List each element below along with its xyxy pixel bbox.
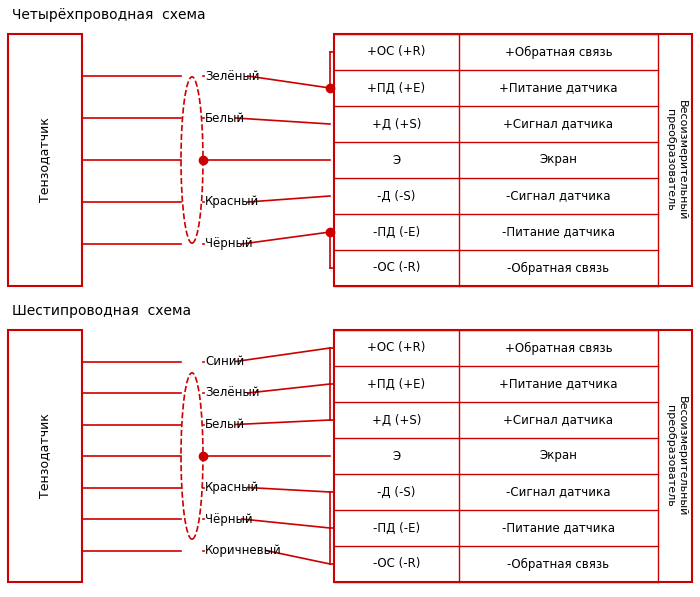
Text: +Обратная связь: +Обратная связь bbox=[505, 45, 612, 59]
Text: Красный: Красный bbox=[205, 195, 259, 208]
Text: -Д (-S): -Д (-S) bbox=[377, 485, 416, 498]
Text: +ПД (+E): +ПД (+E) bbox=[368, 377, 426, 390]
Text: +ОС (+R): +ОС (+R) bbox=[368, 341, 426, 355]
Text: +Питание датчика: +Питание датчика bbox=[499, 82, 617, 94]
Text: Шестипроводная  схема: Шестипроводная схема bbox=[12, 304, 191, 318]
Text: -Обратная связь: -Обратная связь bbox=[508, 558, 610, 571]
Text: -Сигнал датчика: -Сигнал датчика bbox=[506, 485, 610, 498]
Text: Чёрный: Чёрный bbox=[205, 238, 253, 251]
Text: Весоизмерительный
преобразователь: Весоизмерительный преобразователь bbox=[665, 100, 687, 220]
Text: Тензодатчик: Тензодатчик bbox=[38, 118, 52, 202]
Text: Экран: Экран bbox=[540, 450, 578, 463]
Text: Э: Э bbox=[392, 153, 400, 167]
Bar bbox=[8, 330, 82, 582]
Text: Весоизмерительный
преобразователь: Весоизмерительный преобразователь bbox=[665, 396, 687, 516]
Text: -ОС (-R): -ОС (-R) bbox=[372, 558, 420, 571]
Text: Четырёхпроводная  схема: Четырёхпроводная схема bbox=[12, 8, 206, 22]
Text: +Питание датчика: +Питание датчика bbox=[499, 377, 617, 390]
Text: -Обратная связь: -Обратная связь bbox=[508, 261, 610, 275]
Text: +Д (+S): +Д (+S) bbox=[372, 118, 421, 131]
Text: Э: Э bbox=[392, 450, 400, 463]
Text: -Питание датчика: -Питание датчика bbox=[502, 522, 615, 534]
Text: -ПД (-E): -ПД (-E) bbox=[373, 226, 420, 238]
Text: Белый: Белый bbox=[205, 418, 245, 431]
Text: +Сигнал датчика: +Сигнал датчика bbox=[503, 118, 613, 131]
Bar bbox=[8, 34, 82, 286]
Text: -Сигнал датчика: -Сигнал датчика bbox=[506, 189, 610, 202]
Text: Коричневый: Коричневый bbox=[205, 544, 281, 557]
Text: +ПД (+E): +ПД (+E) bbox=[368, 82, 426, 94]
Text: +ОС (+R): +ОС (+R) bbox=[368, 45, 426, 59]
Text: +Сигнал датчика: +Сигнал датчика bbox=[503, 414, 613, 426]
Text: -ОС (-R): -ОС (-R) bbox=[372, 261, 420, 275]
Text: Синий: Синий bbox=[205, 355, 244, 368]
Bar bbox=[334, 330, 692, 582]
Text: -Питание датчика: -Питание датчика bbox=[502, 226, 615, 238]
Text: Красный: Красный bbox=[205, 481, 259, 494]
Text: Зелёный: Зелёный bbox=[205, 69, 260, 82]
Bar bbox=[334, 34, 692, 286]
Text: Белый: Белый bbox=[205, 112, 245, 125]
Text: -Д (-S): -Д (-S) bbox=[377, 189, 416, 202]
Text: -ПД (-E): -ПД (-E) bbox=[373, 522, 420, 534]
Text: +Д (+S): +Д (+S) bbox=[372, 414, 421, 426]
Text: Зелёный: Зелёный bbox=[205, 386, 260, 399]
Text: Тензодатчик: Тензодатчик bbox=[38, 414, 52, 498]
Text: Экран: Экран bbox=[540, 153, 578, 167]
Text: Чёрный: Чёрный bbox=[205, 512, 253, 525]
Text: +Обратная связь: +Обратная связь bbox=[505, 341, 612, 355]
